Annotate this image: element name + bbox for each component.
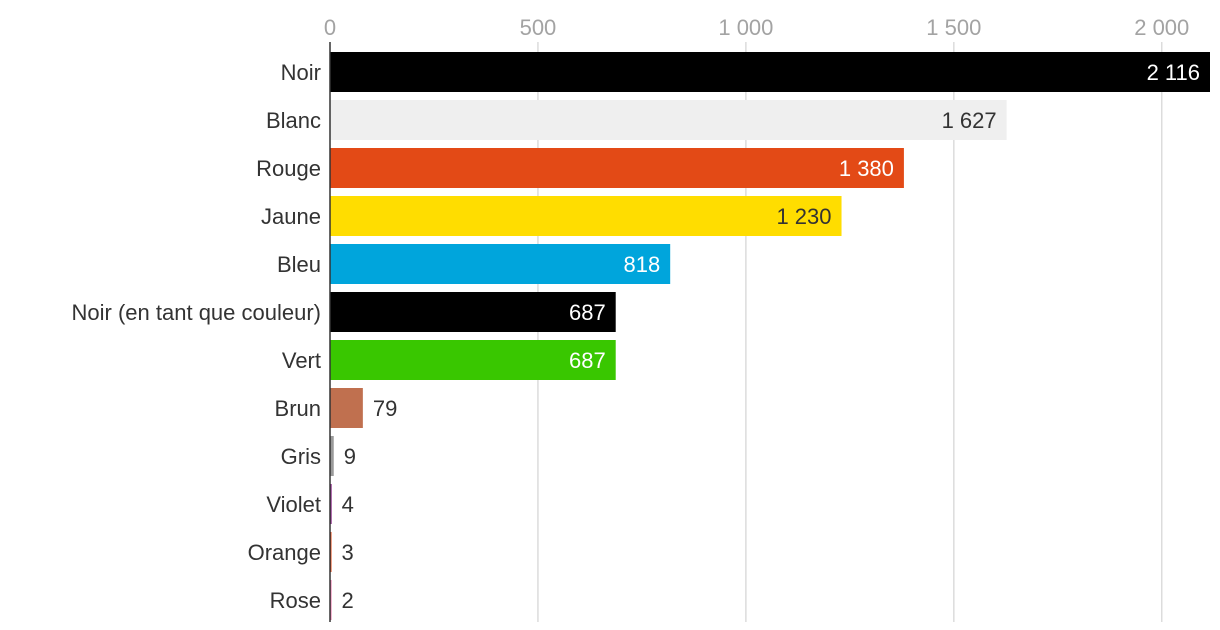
bar: [330, 196, 842, 236]
category-label: Brun: [275, 396, 321, 421]
value-label: 3: [342, 540, 354, 565]
value-label: 687: [569, 348, 606, 373]
value-label: 818: [623, 252, 660, 277]
value-label: 1 230: [776, 204, 831, 229]
category-label: Bleu: [277, 252, 321, 277]
value-label: 2 116: [1147, 60, 1200, 85]
category-label: Vert: [282, 348, 321, 373]
category-label: Violet: [266, 492, 321, 517]
x-tick-label: 1 500: [926, 15, 981, 40]
bar: [330, 340, 616, 380]
bar: [330, 52, 1210, 92]
value-label: 4: [342, 492, 354, 517]
category-label: Rouge: [256, 156, 321, 181]
x-tick-label: 0: [324, 15, 336, 40]
bar: [330, 292, 616, 332]
x-tick-label: 500: [520, 15, 557, 40]
category-label: Gris: [281, 444, 321, 469]
bar: [330, 148, 904, 188]
value-label: 2: [342, 588, 354, 613]
x-tick-label: 2 000: [1134, 15, 1189, 40]
bar: [330, 436, 334, 476]
category-label: Orange: [248, 540, 321, 565]
category-label: Blanc: [266, 108, 321, 133]
category-label: Noir: [281, 60, 321, 85]
bar: [330, 388, 363, 428]
value-label: 1 380: [839, 156, 894, 181]
category-label: Rose: [270, 588, 321, 613]
value-label: 79: [373, 396, 397, 421]
category-label: Jaune: [261, 204, 321, 229]
value-label: 687: [569, 300, 606, 325]
bar: [330, 484, 332, 524]
x-tick-label: 1 000: [718, 15, 773, 40]
category-label: Noir (en tant que couleur): [72, 300, 321, 325]
bars: [330, 52, 1210, 620]
value-label: 1 627: [942, 108, 997, 133]
bar: [330, 100, 1007, 140]
bar: [330, 244, 671, 284]
value-label: 9: [344, 444, 356, 469]
